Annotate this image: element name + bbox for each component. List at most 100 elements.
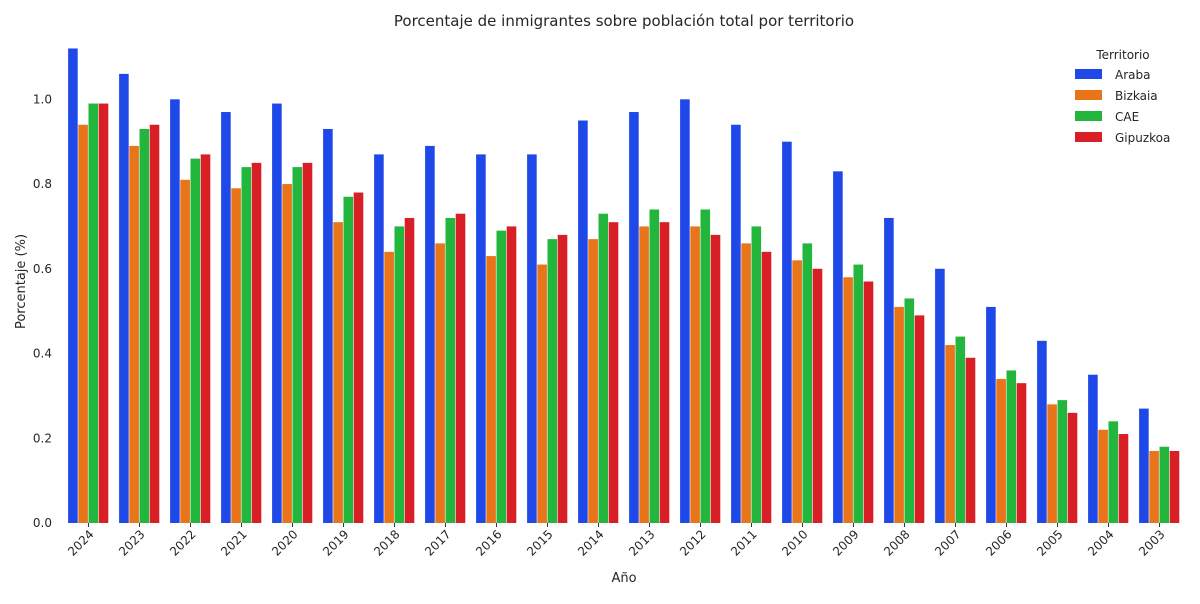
bar-araba-2007 bbox=[935, 268, 945, 523]
bar-cae-2016 bbox=[496, 230, 507, 523]
x-tick-label: 2011 bbox=[728, 527, 759, 558]
x-tick-label: 2012 bbox=[677, 527, 708, 558]
bar-bizkaia-2018 bbox=[384, 251, 394, 523]
bar-gipuzkoa-2023 bbox=[149, 124, 160, 524]
bar-bizkaia-2013 bbox=[639, 226, 649, 524]
bar-bizkaia-2005 bbox=[1047, 404, 1057, 523]
x-tick-label: 2010 bbox=[779, 527, 810, 558]
bar-bizkaia-2021 bbox=[231, 188, 241, 524]
x-tick-label: 2003 bbox=[1136, 527, 1167, 558]
bar-gipuzkoa-2008 bbox=[914, 315, 925, 523]
bar-cae-2023 bbox=[139, 128, 150, 523]
y-tick-label: 1.0 bbox=[33, 92, 52, 106]
bar-cae-2014 bbox=[598, 213, 609, 523]
bar-cae-2021 bbox=[241, 167, 252, 524]
bar-bizkaia-2006 bbox=[996, 378, 1006, 523]
bar-cae-2012 bbox=[700, 209, 711, 523]
bar-bizkaia-2009 bbox=[843, 277, 853, 523]
x-tick-label: 2023 bbox=[116, 527, 147, 558]
bar-cae-2013 bbox=[649, 209, 660, 523]
bar-bizkaia-2012 bbox=[690, 226, 700, 524]
x-tick-label: 2019 bbox=[320, 527, 351, 558]
bar-araba-2010 bbox=[782, 141, 792, 523]
bar-gipuzkoa-2012 bbox=[710, 234, 721, 523]
bar-araba-2017 bbox=[425, 145, 435, 524]
bar-bizkaia-2007 bbox=[945, 345, 955, 523]
x-tick-label: 2008 bbox=[881, 527, 912, 558]
x-tick-label: 2015 bbox=[524, 527, 555, 558]
bar-gipuzkoa-2007 bbox=[965, 357, 976, 523]
bar-cae-2005 bbox=[1057, 400, 1068, 523]
bar-araba-2011 bbox=[731, 124, 741, 524]
legend-swatch-bizkaia bbox=[1075, 90, 1102, 100]
bar-araba-2006 bbox=[986, 306, 996, 523]
x-tick-label: 2009 bbox=[830, 527, 861, 558]
x-tick-label: 2006 bbox=[983, 527, 1014, 558]
x-tick-label: 2016 bbox=[473, 527, 504, 558]
bar-gipuzkoa-2010 bbox=[812, 268, 823, 523]
x-tick-label: 2024 bbox=[65, 527, 96, 558]
x-tick-label: 2004 bbox=[1085, 527, 1116, 558]
bar-araba-2021 bbox=[221, 112, 231, 523]
x-tick-label: 2007 bbox=[932, 527, 963, 558]
bar-bizkaia-2003 bbox=[1149, 450, 1159, 523]
x-tick-label: 2013 bbox=[626, 527, 657, 558]
bar-gipuzkoa-2011 bbox=[761, 251, 772, 523]
bar-araba-2003 bbox=[1139, 408, 1149, 523]
bar-araba-2008 bbox=[884, 217, 894, 523]
x-tick-label: 2020 bbox=[269, 527, 300, 558]
bar-gipuzkoa-2004 bbox=[1118, 434, 1129, 523]
chart-title: Porcentaje de inmigrantes sobre població… bbox=[394, 12, 854, 30]
bar-araba-2004 bbox=[1088, 374, 1098, 523]
bar-gipuzkoa-2009 bbox=[863, 281, 874, 523]
bar-gipuzkoa-2017 bbox=[455, 213, 466, 523]
bar-araba-2015 bbox=[527, 154, 537, 523]
bar-cae-2008 bbox=[904, 298, 915, 523]
bar-araba-2014 bbox=[578, 120, 588, 523]
bar-araba-2024 bbox=[68, 48, 78, 523]
bar-gipuzkoa-2013 bbox=[659, 222, 670, 523]
bar-araba-2013 bbox=[629, 112, 639, 523]
bar-cae-2009 bbox=[853, 264, 864, 523]
bar-gipuzkoa-2014 bbox=[608, 222, 619, 523]
bar-gipuzkoa-2003 bbox=[1169, 450, 1180, 523]
y-tick-label: 0.2 bbox=[33, 431, 52, 445]
legend-label-bizkaia: Bizkaia bbox=[1115, 89, 1158, 103]
x-tick-label: 2017 bbox=[422, 527, 453, 558]
x-tick-label: 2005 bbox=[1034, 527, 1065, 558]
bar-cae-2018 bbox=[394, 226, 405, 524]
legend-title: Territorio bbox=[1095, 48, 1149, 62]
bar-bizkaia-2004 bbox=[1098, 429, 1108, 523]
y-axis-label: Porcentaje (%) bbox=[14, 234, 29, 329]
bar-bizkaia-2011 bbox=[741, 243, 751, 523]
bar-bizkaia-2022 bbox=[180, 179, 190, 523]
bar-bizkaia-2014 bbox=[588, 239, 598, 523]
bar-cae-2017 bbox=[445, 217, 456, 523]
x-tick-label: 2022 bbox=[167, 527, 198, 558]
bar-bizkaia-2010 bbox=[792, 260, 802, 523]
bar-bizkaia-2019 bbox=[333, 222, 343, 523]
bar-bizkaia-2017 bbox=[435, 243, 445, 523]
bar-araba-2020 bbox=[272, 103, 282, 524]
x-ticks-group: 2024 2023 2022 2021 2020 2019 2018 2017 2016 2015… bbox=[65, 523, 1168, 559]
legend: Territorio Araba Bizkaia CAE Gipuzkoa bbox=[1075, 48, 1170, 145]
legend-swatch-araba bbox=[1075, 69, 1102, 79]
bar-araba-2005 bbox=[1037, 340, 1047, 523]
bar-araba-2018 bbox=[374, 154, 384, 523]
bar-cae-2007 bbox=[955, 336, 966, 523]
bar-cae-2011 bbox=[751, 226, 762, 524]
bar-araba-2023 bbox=[119, 73, 129, 523]
bar-gipuzkoa-2005 bbox=[1067, 412, 1078, 523]
bar-gipuzkoa-2015 bbox=[557, 234, 568, 523]
bar-gipuzkoa-2021 bbox=[251, 162, 262, 523]
bar-cae-2006 bbox=[1006, 370, 1017, 523]
bar-bizkaia-2016 bbox=[486, 256, 496, 523]
bar-bizkaia-2015 bbox=[537, 264, 547, 523]
bar-araba-2016 bbox=[476, 154, 486, 523]
bar-cae-2003 bbox=[1159, 446, 1170, 523]
bar-bizkaia-2024 bbox=[78, 124, 88, 524]
bars-group bbox=[68, 48, 1180, 524]
bar-cae-2015 bbox=[547, 239, 558, 523]
bar-gipuzkoa-2020 bbox=[302, 162, 313, 523]
